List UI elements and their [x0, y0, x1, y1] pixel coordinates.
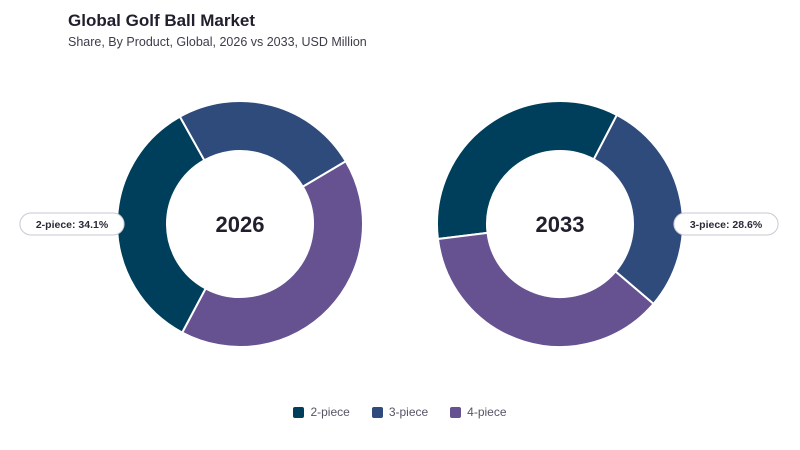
donut-2026: 2026 2-piece: 34.1% [19, 100, 364, 348]
legend-label-3-piece: 3-piece [388, 405, 429, 419]
callout-text: 3-piece: 28.6% [690, 219, 763, 231]
slice-2-piece-2033[interactable] [436, 100, 619, 241]
legend-label-4-piece: 4-piece [467, 405, 507, 419]
slice-4-piece-2033[interactable] [436, 231, 655, 348]
donut-2033: 2033 3-piece: 28.6% [436, 100, 779, 348]
chart-title: Global Golf Ball Market [68, 11, 256, 30]
donut-charts: 2026 2-piece: 34.1% 2033 3-piece: 28.6% [19, 100, 779, 348]
callout-pill [673, 212, 779, 236]
legend-item-2-piece[interactable]: 2-piece [293, 405, 350, 419]
center-label-2026: 2026 [216, 212, 265, 237]
slice-4-piece-2026[interactable] [180, 159, 364, 348]
slice-3-piece-2026[interactable] [178, 100, 348, 189]
callout-text: 2-piece: 34.1% [36, 219, 109, 231]
legend: 2-piece 3-piece 4-piece [0, 405, 800, 419]
callout-pill [19, 212, 125, 236]
center-label-2033: 2033 [536, 212, 585, 237]
chart-subtitle: Share, By Product, Global, 2026 vs 2033,… [68, 35, 367, 49]
legend-swatch-2-piece [293, 406, 305, 418]
legend-label-2-piece: 2-piece [310, 405, 350, 419]
slice-2-piece-2026[interactable] [116, 115, 208, 334]
callout-2026: 2-piece: 34.1% [19, 212, 125, 236]
callout-2033: 3-piece: 28.6% [673, 212, 779, 236]
legend-item-4-piece[interactable]: 4-piece [450, 405, 507, 419]
slice-3-piece-2033[interactable] [592, 113, 684, 306]
legend-swatch-3-piece [371, 406, 383, 418]
legend-swatch-4-piece [450, 406, 462, 418]
legend-item-3-piece[interactable]: 3-piece [371, 405, 429, 419]
